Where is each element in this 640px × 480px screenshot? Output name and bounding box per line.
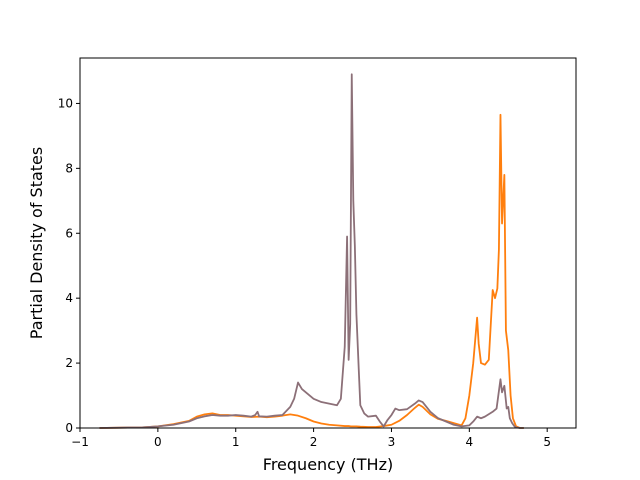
y-tick-label: 6 xyxy=(65,226,73,240)
y-tick-label: 2 xyxy=(65,356,73,370)
x-tick-label: −1 xyxy=(71,435,89,449)
plot-frame xyxy=(79,57,577,429)
y-tick-label: 10 xyxy=(58,96,73,110)
y-axis-label: Partial Density of States xyxy=(27,147,46,339)
series-line-2 xyxy=(99,73,524,429)
x-axis: −1 0 1 2 3 4 5 xyxy=(71,428,551,449)
y-tick-label: 4 xyxy=(65,291,73,305)
y-tick-label: 8 xyxy=(65,161,73,175)
y-axis: 0 2 4 6 8 10 xyxy=(58,96,80,435)
x-tick-label: 3 xyxy=(388,435,396,449)
x-tick-label: 1 xyxy=(232,435,240,449)
x-axis-label: Frequency (THz) xyxy=(263,455,393,474)
series-line-1 xyxy=(99,113,524,429)
x-tick-label: 2 xyxy=(310,435,318,449)
series-layer xyxy=(99,73,524,429)
x-tick-label: 5 xyxy=(543,435,551,449)
y-tick-label: 0 xyxy=(65,421,73,435)
x-tick-label: 4 xyxy=(466,435,474,449)
x-tick-label: 0 xyxy=(154,435,162,449)
